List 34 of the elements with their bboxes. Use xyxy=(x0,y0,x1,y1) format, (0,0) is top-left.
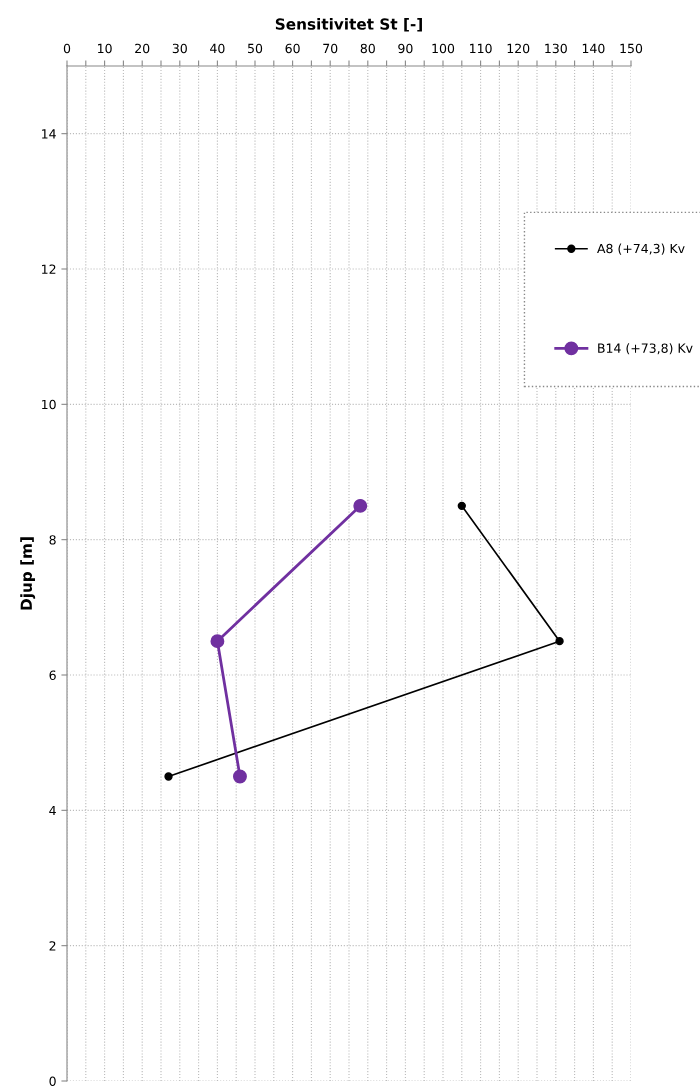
x-tick-label: 50 xyxy=(248,43,263,54)
point xyxy=(353,498,368,513)
x-tick-label: 150 xyxy=(620,43,643,54)
y-tick-label: 4 xyxy=(49,805,56,816)
y-tick-label: 6 xyxy=(49,670,56,680)
y-tick-label: 12 xyxy=(42,264,56,274)
x-tick-label: 110 xyxy=(470,43,492,54)
x-tick-label: 90 xyxy=(398,43,413,54)
x-tick-label: 120 xyxy=(507,43,530,54)
x-tick-label: 40 xyxy=(210,43,225,54)
y-tick-label: 8 xyxy=(49,535,56,545)
legend-label: B14 (+73,8) Kv xyxy=(598,343,693,355)
point xyxy=(457,501,466,511)
x-tick-label: 80 xyxy=(360,43,375,54)
y-tick-label: 14 xyxy=(42,129,56,139)
point xyxy=(210,634,225,649)
x-tick-label: 20 xyxy=(135,43,150,54)
x-tick-label: 130 xyxy=(545,43,567,54)
x-axis-title: Sensitivitet St [-] xyxy=(275,17,422,32)
y-tick-label: 0 xyxy=(49,1076,56,1086)
point xyxy=(164,772,173,781)
x-tick-label: 0 xyxy=(63,43,71,54)
x-tick-label: 60 xyxy=(285,43,300,54)
y-tick-label: 10 xyxy=(42,399,56,410)
point xyxy=(555,636,564,646)
y-tick-label: 2 xyxy=(49,941,56,951)
x-tick-label: 100 xyxy=(432,43,455,54)
legend-label: A8 (+74,3) Kv xyxy=(597,243,685,255)
x-tick-label: 70 xyxy=(323,43,338,54)
point xyxy=(233,769,247,784)
y-axis-title: Djup [m] xyxy=(20,537,36,610)
x-tick-label: 30 xyxy=(172,43,187,54)
x-tick-label: 140 xyxy=(582,43,605,54)
x-tick-label: 10 xyxy=(98,43,112,54)
